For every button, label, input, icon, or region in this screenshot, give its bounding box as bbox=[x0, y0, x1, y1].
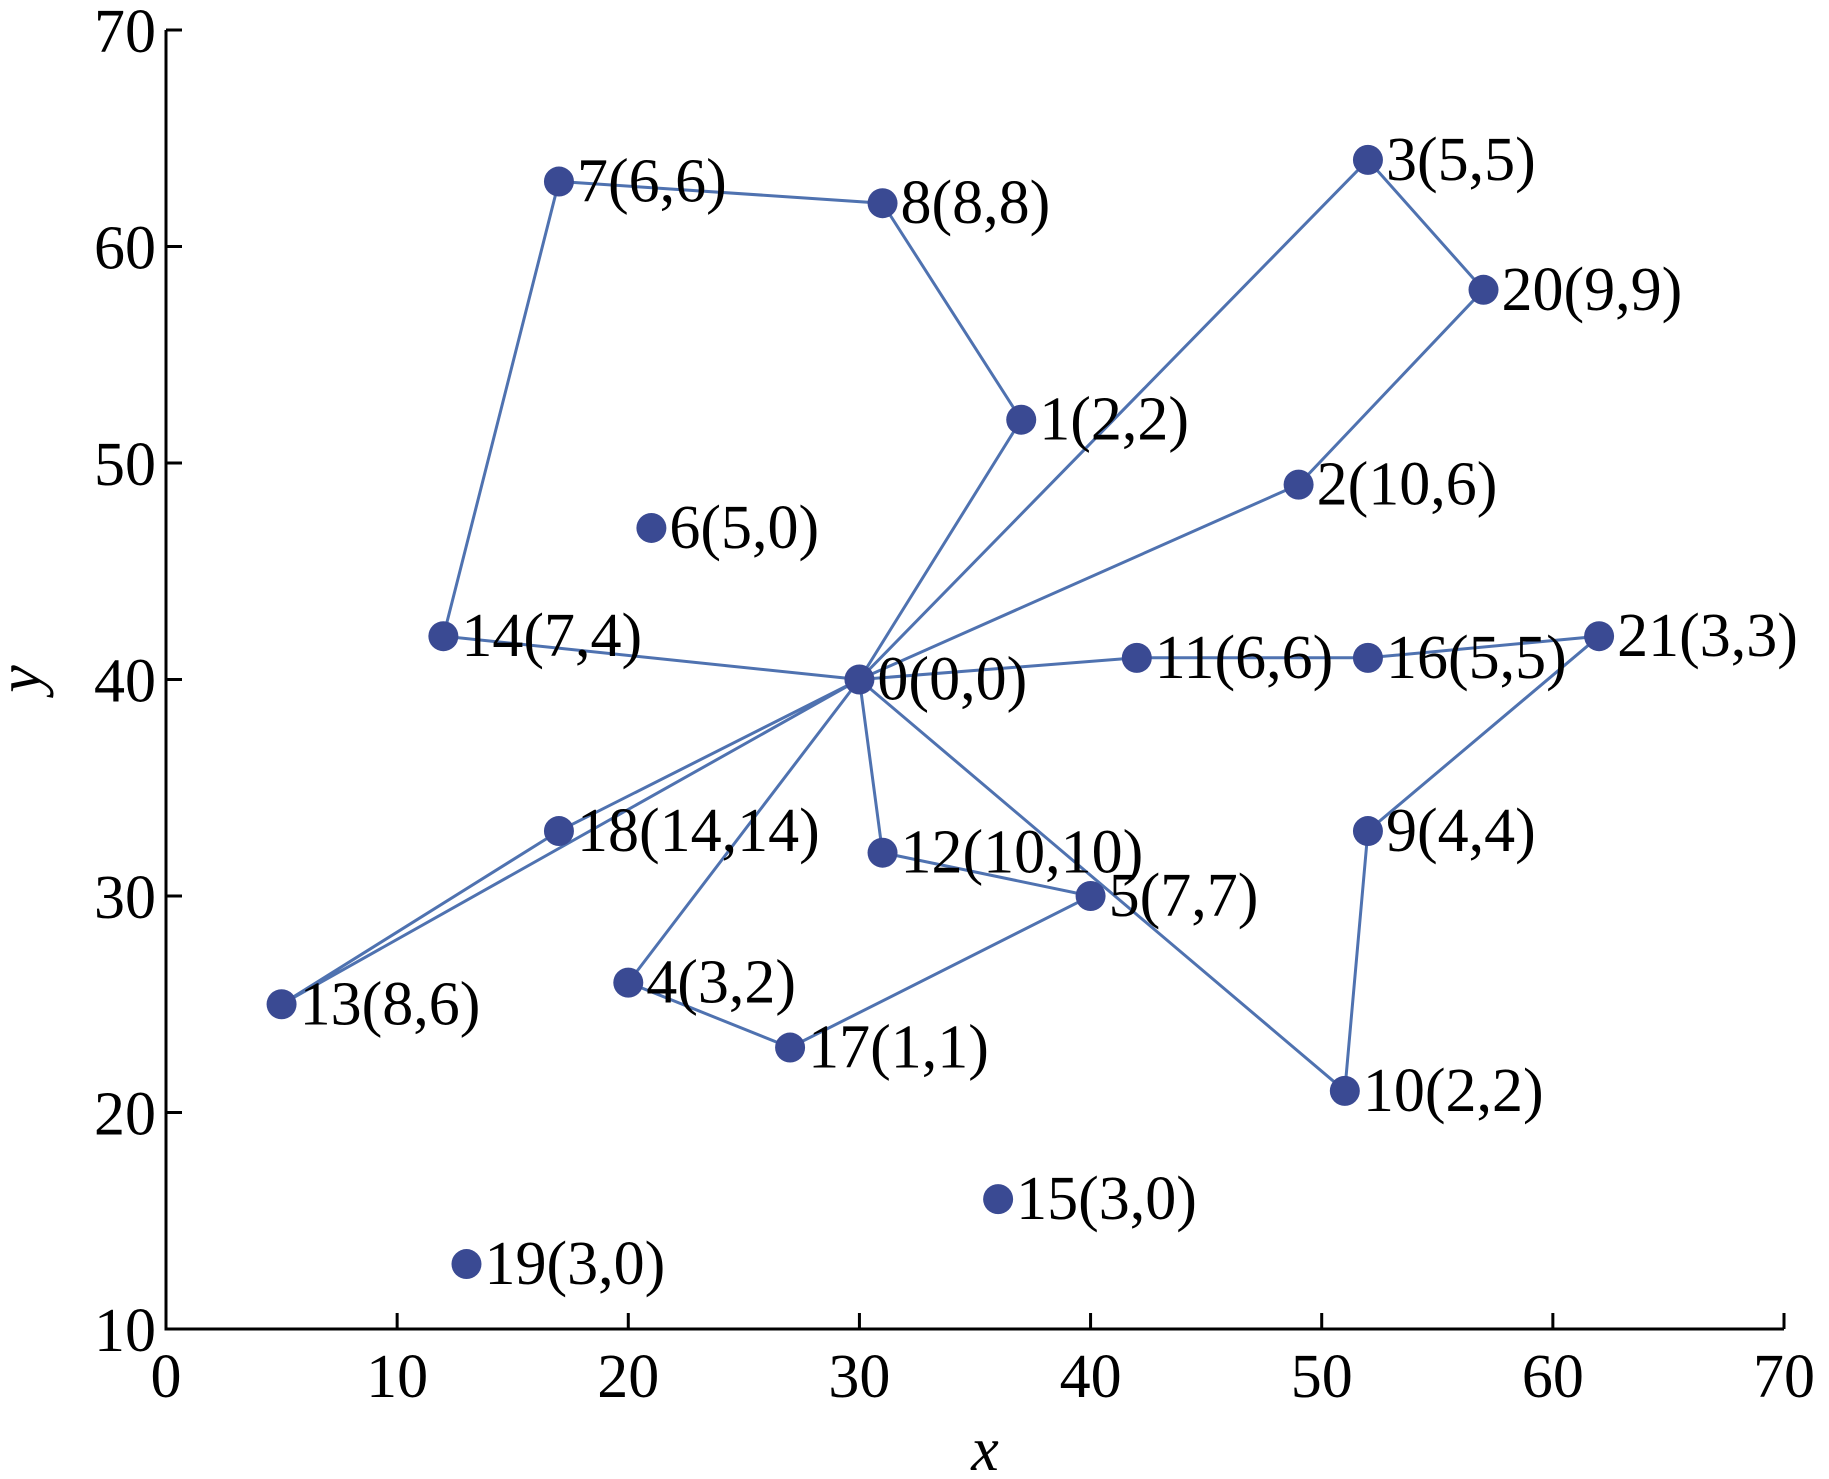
x-axis-label: x bbox=[970, 1416, 999, 1479]
x-tick-label-20: 20 bbox=[597, 1343, 659, 1411]
node-15 bbox=[983, 1184, 1014, 1215]
x-tick-label-40: 40 bbox=[1060, 1343, 1122, 1411]
node-8 bbox=[867, 188, 898, 219]
node-11 bbox=[1121, 642, 1152, 673]
node-13 bbox=[266, 989, 297, 1020]
node-label-5: 5(7,7) bbox=[1109, 862, 1259, 930]
node-label-7: 7(6,6) bbox=[577, 148, 727, 216]
node-16 bbox=[1352, 642, 1383, 673]
node-12 bbox=[867, 837, 898, 868]
node-label-3: 3(5,5) bbox=[1386, 126, 1536, 194]
route-4 bbox=[625, 678, 1096, 1050]
node-label-14: 14(7,4) bbox=[461, 602, 642, 670]
node-label-16: 16(5,5) bbox=[1386, 624, 1567, 692]
node-label-6: 6(5,0) bbox=[669, 494, 819, 562]
node-label-13: 13(8,6) bbox=[300, 970, 481, 1038]
node-label-19: 19(3,0) bbox=[484, 1230, 665, 1298]
node-label-11: 11(6,6) bbox=[1155, 624, 1334, 692]
node-label-10: 10(2,2) bbox=[1363, 1057, 1544, 1125]
node-label-21: 21(3,3) bbox=[1617, 602, 1798, 670]
node-4 bbox=[613, 967, 644, 998]
node-0 bbox=[844, 664, 875, 695]
y-tick-label-20: 20 bbox=[94, 1081, 156, 1149]
x-tick-label-70: 70 bbox=[1753, 1343, 1815, 1411]
x-tick-label-30: 30 bbox=[828, 1343, 890, 1411]
node-label-17: 17(1,1) bbox=[808, 1014, 989, 1082]
node-2 bbox=[1283, 469, 1314, 500]
x-tick-label-50: 50 bbox=[1291, 1343, 1353, 1411]
y-tick-label-10: 10 bbox=[94, 1297, 156, 1365]
x-tick-label-60: 60 bbox=[1522, 1343, 1584, 1411]
node-20 bbox=[1468, 274, 1499, 305]
node-label-9: 9(4,4) bbox=[1386, 797, 1536, 865]
node-19 bbox=[451, 1249, 482, 1280]
node-17 bbox=[775, 1032, 806, 1063]
y-tick-label-40: 40 bbox=[94, 648, 156, 716]
node-label-0: 0(0,0) bbox=[877, 646, 1027, 714]
x-tick-label-10: 10 bbox=[366, 1343, 428, 1411]
y-tick-label-30: 30 bbox=[94, 864, 156, 932]
y-axis-label: y bbox=[0, 665, 54, 699]
x-tick-label-0: 0 bbox=[151, 1343, 182, 1411]
node-6 bbox=[636, 512, 667, 543]
node-18 bbox=[543, 816, 574, 847]
node-label-18: 18(14,14) bbox=[577, 797, 820, 865]
nodes-layer bbox=[266, 144, 1615, 1280]
node-7 bbox=[543, 166, 574, 197]
node-label-15: 15(3,0) bbox=[1016, 1165, 1197, 1233]
y-ticks-layer: 10 20 30 40 50 60 70 bbox=[94, 0, 182, 1365]
point-labels-layer: 0(0,0) 1(2,2) 2(10,6) 3(5,5) 4(3,2) 5(7,7) 6(5… bbox=[300, 126, 1798, 1298]
y-tick-label-50: 50 bbox=[94, 431, 156, 499]
route-1 bbox=[441, 179, 1023, 681]
node-21 bbox=[1584, 621, 1615, 652]
node-label-8: 8(8,8) bbox=[901, 169, 1051, 237]
node-3 bbox=[1352, 144, 1383, 175]
node-label-4: 4(3,2) bbox=[646, 949, 796, 1017]
node-10 bbox=[1329, 1075, 1360, 1106]
route-5 bbox=[280, 678, 861, 1006]
node-label-12: 12(10,10) bbox=[901, 819, 1144, 887]
node-label-2: 2(10,6) bbox=[1317, 451, 1498, 519]
node-5 bbox=[1075, 881, 1106, 911]
node-label-20: 20(9,9) bbox=[1502, 256, 1683, 324]
x-ticks-layer: 0 10 20 30 40 50 60 70 bbox=[151, 1313, 1815, 1411]
node-14 bbox=[428, 621, 459, 652]
y-tick-label-60: 60 bbox=[94, 215, 156, 283]
y-tick-label-70: 70 bbox=[94, 0, 156, 66]
node-label-1: 1(2,2) bbox=[1039, 386, 1189, 454]
node-1 bbox=[1006, 404, 1037, 435]
node-9 bbox=[1352, 816, 1383, 847]
